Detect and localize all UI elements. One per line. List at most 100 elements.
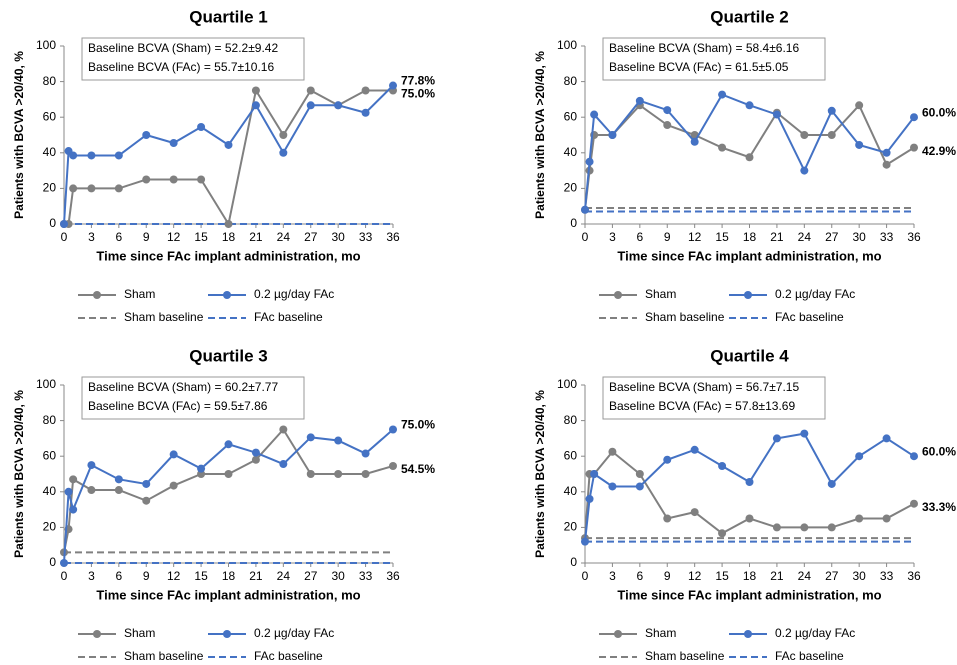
- point: [114, 475, 123, 484]
- y-tick-label: 100: [557, 38, 577, 52]
- x-axis-label: Time since FAc implant administration, m…: [96, 248, 360, 263]
- value-label: 75.0%: [401, 418, 435, 432]
- point: [581, 537, 589, 546]
- x-tick-label: 21: [770, 569, 784, 583]
- legend-label: FAc baseline: [775, 649, 844, 663]
- legend-marker: [93, 630, 101, 638]
- legend-label: 0.2 µg/day FAc: [254, 287, 334, 301]
- x-tick-label: 18: [743, 230, 757, 244]
- legend-label: 0.2 µg/day FAc: [775, 626, 855, 640]
- x-tick-label: 36: [907, 569, 921, 583]
- annotation: Baseline BCVA (FAc) = 61.5±5.05: [609, 60, 789, 74]
- point: [169, 481, 178, 490]
- point: [718, 90, 727, 99]
- x-tick-label: 0: [61, 230, 68, 244]
- point: [114, 184, 123, 193]
- point: [910, 452, 918, 461]
- point: [87, 184, 96, 193]
- x-tick-label: 3: [609, 230, 616, 244]
- x-tick-label: 18: [743, 569, 757, 583]
- legend-label: Sham baseline: [124, 649, 204, 663]
- y-tick-label: 0: [49, 555, 56, 569]
- legend-marker: [614, 291, 622, 299]
- legend-label: Sham baseline: [124, 310, 204, 324]
- annotation: Baseline BCVA (Sham) = 58.4±6.16: [609, 41, 799, 55]
- y-tick-label: 80: [43, 74, 57, 88]
- point: [306, 86, 315, 95]
- point: [827, 106, 836, 115]
- point: [279, 460, 288, 469]
- legend-label: FAc baseline: [254, 649, 323, 663]
- point: [87, 151, 96, 160]
- point: [690, 508, 699, 517]
- point: [197, 464, 206, 473]
- point: [590, 470, 599, 478]
- x-tick-label: 18: [222, 230, 236, 244]
- annotation-box: [81, 37, 305, 81]
- x-tick-label: 3: [88, 569, 95, 583]
- annotation: Baseline BCVA (Sham) = 52.2±9.42: [88, 41, 278, 55]
- series-line: [584, 432, 915, 542]
- x-tick-label: 27: [304, 230, 318, 244]
- point: [279, 131, 288, 139]
- x-tick-label: 3: [609, 569, 616, 583]
- y-tick-label: 80: [564, 413, 578, 427]
- point: [306, 470, 315, 478]
- point: [745, 153, 754, 162]
- point: [910, 143, 918, 152]
- x-tick-label: 33: [880, 230, 894, 244]
- x-tick-label: 6: [636, 230, 643, 244]
- point: [361, 86, 370, 95]
- panel-title: Quartile 1: [189, 7, 267, 26]
- point: [585, 157, 594, 166]
- annotation-box: [602, 37, 826, 81]
- legend-label: Sham baseline: [645, 310, 725, 324]
- series-line: [584, 450, 915, 539]
- y-axis-label: Patients with BCVA >20/40, %: [12, 51, 26, 219]
- y-tick-label: 100: [557, 377, 577, 391]
- x-tick-label: 15: [194, 569, 208, 583]
- x-tick-label: 30: [331, 230, 345, 244]
- point: [389, 425, 397, 434]
- point: [745, 478, 754, 487]
- y-tick-label: 80: [564, 74, 578, 88]
- x-tick-label: 12: [688, 230, 702, 244]
- x-tick-label: 21: [770, 230, 784, 244]
- y-tick-label: 0: [570, 555, 577, 569]
- point: [60, 220, 68, 228]
- y-tick-label: 40: [564, 484, 578, 498]
- x-tick-label: 3: [88, 230, 95, 244]
- series-line: [63, 428, 394, 564]
- point: [663, 455, 672, 464]
- point: [224, 220, 233, 228]
- point: [827, 479, 836, 488]
- x-tick-label: 36: [386, 230, 400, 244]
- x-tick-label: 12: [167, 230, 181, 244]
- x-tick-label: 30: [852, 569, 866, 583]
- y-tick-label: 20: [564, 181, 578, 195]
- panel-title: Quartile 4: [710, 346, 789, 365]
- x-tick-label: 0: [582, 569, 589, 583]
- legend-label: 0.2 µg/day FAc: [254, 626, 334, 640]
- x-tick-label: 27: [825, 569, 839, 583]
- y-tick-label: 40: [43, 484, 57, 498]
- x-tick-label: 6: [115, 569, 122, 583]
- point: [279, 148, 288, 157]
- y-tick-label: 40: [43, 145, 57, 159]
- x-tick-label: 9: [664, 230, 671, 244]
- point: [64, 487, 73, 496]
- panel-title: Quartile 3: [189, 346, 267, 365]
- point: [590, 110, 599, 119]
- point: [800, 131, 809, 139]
- point: [882, 514, 891, 523]
- point: [142, 479, 151, 488]
- point: [772, 110, 781, 119]
- x-tick-label: 30: [331, 569, 345, 583]
- point: [882, 434, 891, 443]
- point: [142, 175, 151, 184]
- point: [608, 131, 617, 139]
- point: [635, 470, 644, 478]
- x-tick-label: 27: [304, 569, 318, 583]
